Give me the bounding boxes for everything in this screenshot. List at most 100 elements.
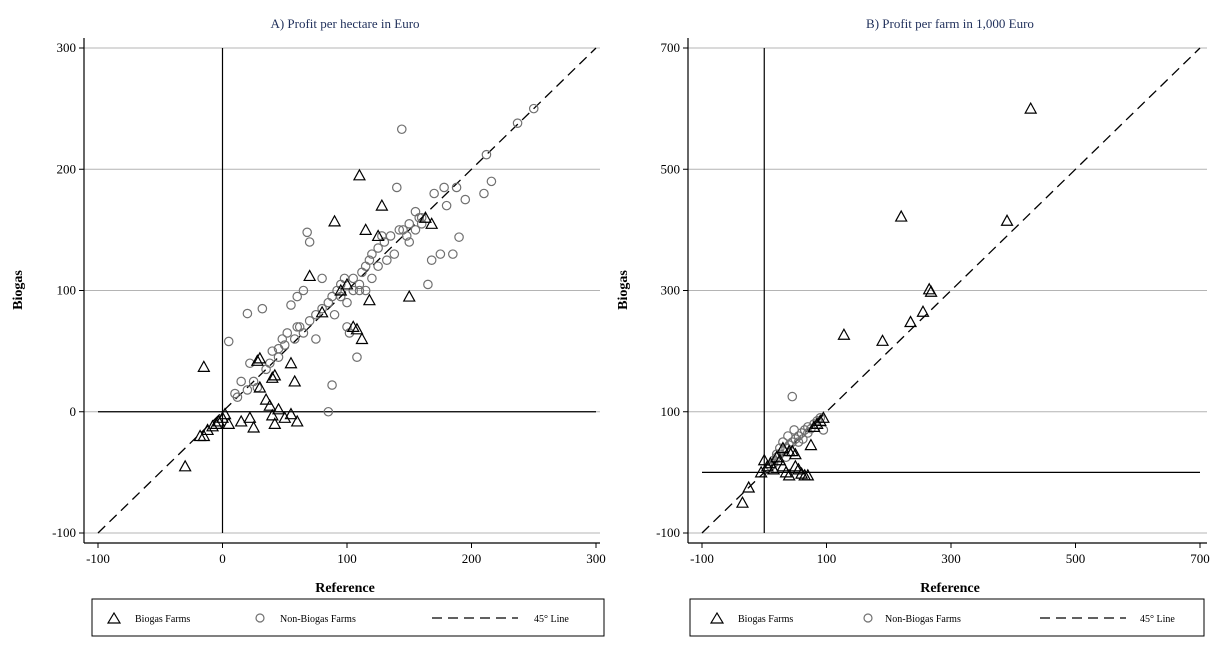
panel-a-biogas-point xyxy=(340,277,354,290)
panel-a-nonbiogas-point xyxy=(382,255,392,265)
panel-b-biogas-point xyxy=(760,459,774,472)
panel-b-nonbiogas-point xyxy=(798,434,808,444)
panel-a: -100 0 100 200 300 -100 0 100 200 300 A) Profit p… xyxy=(11,16,606,637)
panel-b-biogas-point xyxy=(876,334,890,346)
panel-a-nonbiogas-point xyxy=(317,303,327,314)
panel-a-nonbiogas-point xyxy=(323,406,334,417)
panel-a-legend-triangle-icon xyxy=(106,611,122,624)
panel-a-biogas-point xyxy=(278,411,292,423)
panel-b-biogas-point xyxy=(763,456,777,469)
panel-b-nonbiogas-point xyxy=(778,437,788,447)
panel-a-nonbiogas-point xyxy=(360,285,371,296)
panel-a-nonbiogas-point xyxy=(329,309,340,320)
panel-a-biogas-point xyxy=(352,168,366,181)
panel-a-nonbiogas-point xyxy=(481,149,492,160)
panel-a-nonbiogas-point xyxy=(410,225,421,235)
panel-b-y-tick-label: 700 xyxy=(661,40,681,55)
panel-b-legend-box xyxy=(689,598,1205,637)
panel-a-biogas-point xyxy=(268,368,282,381)
panel-b-legend-45line: 45° Line xyxy=(1140,614,1175,625)
panel-a-nonbiogas-point xyxy=(414,212,425,223)
panel-a-biogas-point xyxy=(402,289,416,302)
panel-a-biogas-point xyxy=(350,322,364,335)
panel-b-nonbiogas-point xyxy=(789,425,799,435)
panel-a-biogas-point xyxy=(284,407,298,420)
panel-a-nonbiogas-point xyxy=(289,334,300,344)
panel-a-nonbiogas-point xyxy=(512,118,523,128)
panel-a-biogas-point xyxy=(290,414,304,427)
panel-b-nonbiogas-point xyxy=(771,449,782,459)
panel-b-y-tick-label: 100 xyxy=(661,404,681,419)
panel-a-title: A) Profit per hectare in Euro xyxy=(270,16,419,31)
panel-a-biogas-point xyxy=(197,360,211,372)
panel-b-biogas-point xyxy=(807,420,821,433)
panel-a-nonbiogas-point xyxy=(242,308,253,319)
panel-a-nonbiogas-point xyxy=(236,376,246,387)
panel-b-biogas-point xyxy=(742,480,756,493)
panel-a-nonbiogas-point xyxy=(223,336,234,347)
panel-a-biogas-point xyxy=(222,417,236,429)
panel-b-x-tick-label: 300 xyxy=(941,551,961,566)
panel-b-biogas-point xyxy=(1024,101,1038,114)
panel-a-y-tick-label: 300 xyxy=(57,40,77,55)
panel-a-nonbiogas-point xyxy=(323,297,334,308)
panel-b-nonbiogas-point xyxy=(818,425,829,435)
panel-b-biogas-point xyxy=(801,468,815,481)
panel-b-biogas-point xyxy=(904,315,918,328)
panel-a-legend-45line: 45° Line xyxy=(534,614,569,625)
panel-a-nonbiogas-point xyxy=(302,227,312,238)
panel-a-nonbiogas-point xyxy=(528,103,539,114)
panel-b-plot-area: -100 100 300 500 700 -100 100 300 500 700 xyxy=(656,38,1210,566)
panel-b-biogas-point xyxy=(767,462,781,475)
panel-b-biogas-point xyxy=(837,328,851,340)
panel-a-nonbiogas-point xyxy=(304,316,315,326)
panel-b-biogas-point xyxy=(735,495,749,508)
panel-a-biogas-point xyxy=(178,459,192,472)
panel-b-title: B) Profit per farm in 1,000 Euro xyxy=(866,16,1034,31)
panel-b-legend-nonbiogas: Non-Biogas Farms xyxy=(885,614,961,625)
panel-a-nonbiogas-point xyxy=(242,385,253,395)
panel-a-x-tick-label: 200 xyxy=(462,551,482,566)
panel-a-x-tick-label: 0 xyxy=(219,551,226,566)
panel-b-legend-biogas: Biogas Farms xyxy=(738,614,793,625)
panel-a-nonbiogas-point xyxy=(292,291,302,302)
panel-a-biogas-point xyxy=(218,407,232,420)
panel-a-nonbiogas-point xyxy=(454,232,464,242)
panel-a-nonbiogas-point xyxy=(273,352,284,362)
panel-b-x-tick-label: 700 xyxy=(1190,551,1210,566)
panel-a-nonbiogas-point xyxy=(389,249,400,259)
panel-a-nonbiogas-point xyxy=(317,273,327,284)
panel-b-biogas-point xyxy=(776,441,790,454)
panel-a-nonbiogas-point xyxy=(404,237,415,247)
panel-a-y-axis-title: Biogas xyxy=(11,270,26,310)
panel-a-biogas-point xyxy=(243,411,257,423)
panel-a-legend-biogas: Biogas Farms xyxy=(135,614,190,625)
panel-a-biogas-point xyxy=(265,371,279,383)
panel-a-nonbiogas-point xyxy=(367,273,377,284)
panel-a-biogas-point xyxy=(201,423,215,436)
panel-b-nonbiogas-point xyxy=(787,391,798,402)
panel-b-biogas-point xyxy=(916,304,930,317)
panel-a-nonbiogas-point xyxy=(311,334,321,344)
panel-b-biogas-point xyxy=(779,465,793,478)
panel-b-y-tick-label: 500 xyxy=(661,161,681,176)
panel-a-biogas-point xyxy=(425,217,439,229)
panel-b-legend: Biogas Farms Non-Biogas Farms 45° Line xyxy=(689,598,1205,637)
panel-a-nonbiogas-point xyxy=(348,285,359,296)
panel-a-nonbiogas-point xyxy=(348,273,359,284)
panel-a-nonbiogas-point xyxy=(267,346,278,356)
panel-b-biogas-point xyxy=(776,459,790,472)
panel-a-biogas-point xyxy=(209,417,223,429)
panel-a-biogas-point xyxy=(253,351,267,364)
panel-a-nonbiogas-point xyxy=(304,237,315,247)
panel-a-nonbiogas-point xyxy=(298,285,309,296)
panel-b-biogas-point xyxy=(754,465,768,478)
panel-b-biogas-point xyxy=(810,417,824,429)
panel-a-nonbiogas-point xyxy=(257,303,268,314)
panel-a-nonbiogas-point xyxy=(479,188,489,199)
panel-b-nonbiogas-point xyxy=(803,428,813,438)
panel-a-y-tick-label: 100 xyxy=(57,283,77,298)
panel-a-nonbiogas-point xyxy=(360,261,371,272)
panel-b-y-axis-title: Biogas xyxy=(616,270,631,310)
